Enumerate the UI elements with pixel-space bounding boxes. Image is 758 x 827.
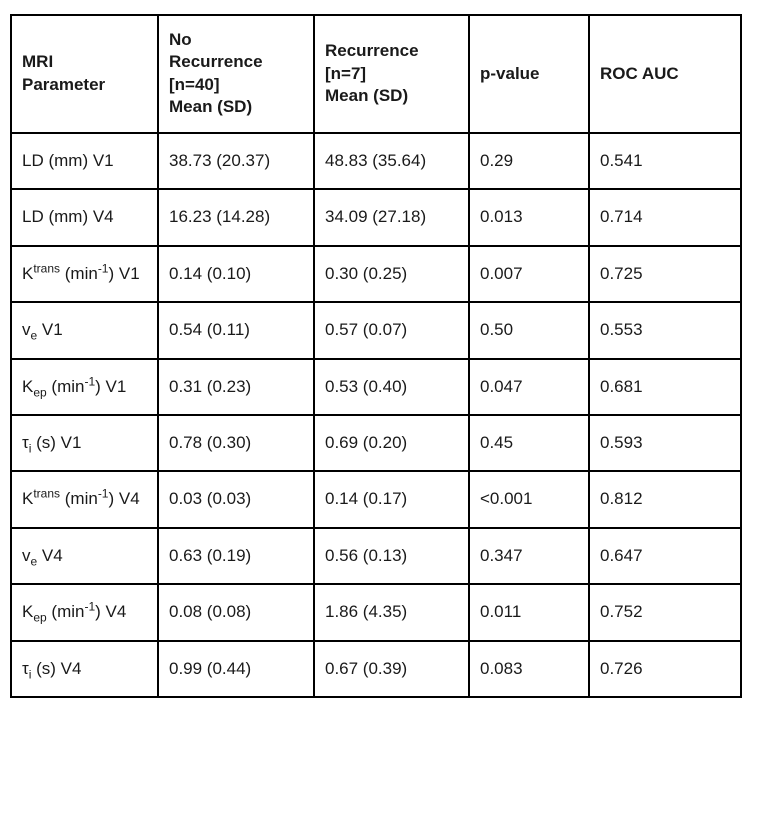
cell-roc-auc: 0.726 <box>588 639 742 699</box>
cell-recurrence: 0.53 (0.40) <box>313 357 470 416</box>
cell-parameter: Ktrans (min-1) V4 <box>10 470 159 529</box>
cell-recurrence: 48.83 (35.64) <box>313 131 470 191</box>
cell-roc-auc: 0.593 <box>588 413 742 473</box>
cell-recurrence: 0.57 (0.07) <box>313 301 470 360</box>
cell-parameter: LD (mm) V1 <box>10 131 159 191</box>
cell-roc-auc: 0.812 <box>588 470 742 529</box>
header-p-value: p-value <box>468 14 590 134</box>
table-row: LD (mm) V4 16.23 (14.28) 34.09 (27.18) 0… <box>10 188 742 247</box>
cell-recurrence: 0.67 (0.39) <box>313 639 470 699</box>
cell-parameter: ve V4 <box>10 526 159 586</box>
table-row: ve V1 0.54 (0.11) 0.57 (0.07) 0.50 0.553 <box>10 301 742 360</box>
header-no-recurrence: No Recurrence [n=40] Mean (SD) <box>157 14 315 134</box>
table-row: Ktrans (min-1) V1 0.14 (0.10) 0.30 (0.25… <box>10 244 742 304</box>
cell-parameter: LD (mm) V4 <box>10 188 159 247</box>
table-row: ve V4 0.63 (0.19) 0.56 (0.13) 0.347 0.64… <box>10 526 742 586</box>
cell-roc-auc: 0.752 <box>588 583 742 642</box>
cell-roc-auc: 0.553 <box>588 301 742 360</box>
cell-roc-auc: 0.681 <box>588 357 742 416</box>
header-recurrence: Recurrence [n=7] Mean (SD) <box>313 14 470 134</box>
cell-no-recurrence: 0.63 (0.19) <box>157 526 315 586</box>
cell-p-value: 0.011 <box>468 583 590 642</box>
cell-roc-auc: 0.725 <box>588 244 742 304</box>
table-row: LD (mm) V1 38.73 (20.37) 48.83 (35.64) 0… <box>10 131 742 191</box>
cell-no-recurrence: 0.14 (0.10) <box>157 244 315 304</box>
cell-recurrence: 1.86 (4.35) <box>313 583 470 642</box>
cell-p-value: 0.013 <box>468 188 590 247</box>
cell-recurrence: 0.14 (0.17) <box>313 470 470 529</box>
cell-no-recurrence: 16.23 (14.28) <box>157 188 315 247</box>
cell-recurrence: 0.56 (0.13) <box>313 526 470 586</box>
cell-no-recurrence: 0.78 (0.30) <box>157 413 315 473</box>
cell-p-value: 0.007 <box>468 244 590 304</box>
table-row: τi (s) V4 0.99 (0.44) 0.67 (0.39) 0.083 … <box>10 639 742 699</box>
cell-parameter: Kep (min-1) V1 <box>10 357 159 416</box>
cell-recurrence: 0.69 (0.20) <box>313 413 470 473</box>
table-header-row: MRI Parameter No Recurrence [n=40] Mean … <box>10 14 742 134</box>
header-mri-parameter: MRI Parameter <box>10 14 159 134</box>
cell-no-recurrence: 0.54 (0.11) <box>157 301 315 360</box>
cell-parameter: ve V1 <box>10 301 159 360</box>
cell-no-recurrence: 0.03 (0.03) <box>157 470 315 529</box>
mri-parameters-table: MRI Parameter No Recurrence [n=40] Mean … <box>10 14 742 699</box>
cell-no-recurrence: 0.99 (0.44) <box>157 639 315 699</box>
cell-p-value: 0.45 <box>468 413 590 473</box>
cell-no-recurrence: 38.73 (20.37) <box>157 131 315 191</box>
cell-p-value: 0.347 <box>468 526 590 586</box>
table-row: Kep (min-1) V1 0.31 (0.23) 0.53 (0.40) 0… <box>10 357 742 416</box>
header-roc-auc: ROC AUC <box>588 14 742 134</box>
cell-roc-auc: 0.541 <box>588 131 742 191</box>
cell-recurrence: 0.30 (0.25) <box>313 244 470 304</box>
cell-recurrence: 34.09 (27.18) <box>313 188 470 247</box>
cell-roc-auc: 0.647 <box>588 526 742 586</box>
table-row: τi (s) V1 0.78 (0.30) 0.69 (0.20) 0.45 0… <box>10 413 742 473</box>
cell-no-recurrence: 0.08 (0.08) <box>157 583 315 642</box>
cell-parameter: Kep (min-1) V4 <box>10 583 159 642</box>
cell-p-value: 0.50 <box>468 301 590 360</box>
cell-p-value: 0.29 <box>468 131 590 191</box>
table-row: Kep (min-1) V4 0.08 (0.08) 1.86 (4.35) 0… <box>10 583 742 642</box>
cell-parameter: Ktrans (min-1) V1 <box>10 244 159 304</box>
cell-no-recurrence: 0.31 (0.23) <box>157 357 315 416</box>
cell-parameter: τi (s) V1 <box>10 413 159 473</box>
cell-p-value: 0.083 <box>468 639 590 699</box>
cell-roc-auc: 0.714 <box>588 188 742 247</box>
cell-parameter: τi (s) V4 <box>10 639 159 699</box>
cell-p-value: 0.047 <box>468 357 590 416</box>
cell-p-value: <0.001 <box>468 470 590 529</box>
table-row: Ktrans (min-1) V4 0.03 (0.03) 0.14 (0.17… <box>10 470 742 529</box>
